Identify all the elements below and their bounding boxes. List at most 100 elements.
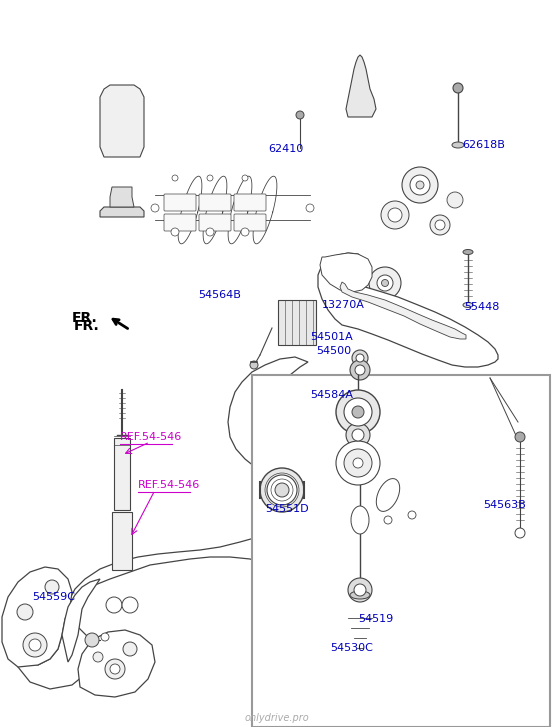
Bar [0,0,554,370]
Polygon shape [62,579,100,662]
Circle shape [435,220,445,230]
Ellipse shape [351,506,369,534]
Polygon shape [18,357,480,689]
Text: 54563B: 54563B [483,500,526,510]
Circle shape [377,275,393,291]
Circle shape [350,360,370,380]
FancyBboxPatch shape [234,194,266,211]
Circle shape [356,354,364,362]
Circle shape [171,228,179,236]
Circle shape [106,597,122,613]
Circle shape [93,652,103,662]
Circle shape [206,228,214,236]
Ellipse shape [463,302,473,308]
Text: REF.54-546: REF.54-546 [138,480,200,490]
Circle shape [267,475,297,505]
Bar [114,438,130,510]
Circle shape [355,365,365,375]
Circle shape [207,175,213,181]
Text: 62618B: 62618B [462,140,505,150]
Polygon shape [342,409,428,477]
Text: FR.: FR. [74,319,100,333]
Circle shape [348,578,372,602]
Circle shape [352,406,364,418]
Ellipse shape [452,142,464,148]
Ellipse shape [350,591,370,599]
Text: REF.54-546: REF.54-546 [120,432,182,442]
Circle shape [242,175,248,181]
Polygon shape [340,282,466,339]
FancyBboxPatch shape [164,214,196,231]
Circle shape [250,361,258,369]
Text: 13270A: 13270A [322,300,365,310]
Polygon shape [262,379,322,437]
Circle shape [23,633,47,657]
FancyBboxPatch shape [234,214,266,231]
Text: 54519: 54519 [358,614,393,624]
Circle shape [354,584,366,596]
Polygon shape [346,55,376,117]
Circle shape [151,204,159,212]
Bar [278,300,316,345]
Polygon shape [100,85,144,157]
Circle shape [352,429,364,441]
Ellipse shape [463,249,473,254]
Text: 62410: 62410 [268,144,303,154]
Circle shape [382,279,388,286]
Circle shape [101,633,109,641]
Circle shape [85,633,99,647]
Circle shape [172,175,178,181]
Text: 54564B: 54564B [198,290,241,300]
Polygon shape [110,187,134,207]
Text: onlydrive.pro: onlydrive.pro [245,713,309,723]
Circle shape [296,111,304,119]
Circle shape [369,267,401,299]
Circle shape [241,228,249,236]
Circle shape [410,175,430,195]
Circle shape [402,167,438,203]
Circle shape [381,201,409,229]
Circle shape [515,432,525,442]
Circle shape [123,642,137,656]
Text: FR.: FR. [72,311,98,325]
Circle shape [384,516,392,524]
Circle shape [344,398,372,426]
FancyBboxPatch shape [199,194,231,211]
Circle shape [29,639,41,651]
Text: 55448: 55448 [464,302,499,312]
Circle shape [260,468,304,512]
Circle shape [45,580,59,594]
Polygon shape [342,463,470,589]
Circle shape [344,449,372,477]
Text: 54584A: 54584A [310,390,353,400]
Bar [252,375,550,727]
Circle shape [110,664,120,674]
Bar [0,370,554,727]
Text: 54501A: 54501A [310,332,353,342]
Circle shape [388,208,402,222]
Text: 54551D: 54551D [265,504,309,514]
Circle shape [275,483,289,497]
Polygon shape [320,253,372,292]
Circle shape [336,441,380,485]
Circle shape [122,597,138,613]
Circle shape [353,458,363,468]
Circle shape [17,604,33,620]
FancyBboxPatch shape [164,194,196,211]
Circle shape [430,215,450,235]
Text: 54530C: 54530C [330,643,373,653]
Circle shape [346,423,370,447]
Circle shape [515,528,525,538]
Circle shape [306,204,314,212]
Circle shape [105,659,125,679]
Polygon shape [100,207,144,217]
Circle shape [447,192,463,208]
Circle shape [352,350,368,366]
Circle shape [453,83,463,93]
Polygon shape [318,253,498,367]
Text: 54500: 54500 [316,346,351,356]
Bar [112,512,132,570]
Polygon shape [2,567,72,667]
Polygon shape [78,630,155,697]
Circle shape [416,181,424,189]
